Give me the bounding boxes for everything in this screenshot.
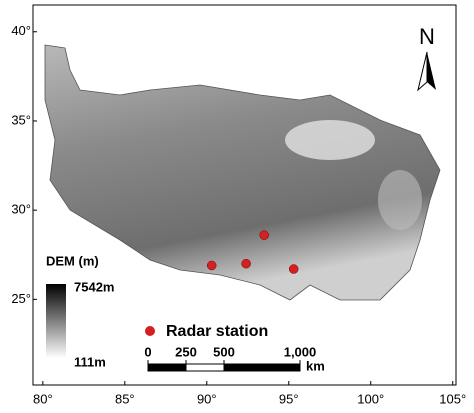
scale-segment	[223, 363, 301, 372]
scale-label: 500	[213, 344, 235, 359]
dem-title: DEM (m)	[46, 253, 99, 268]
x-tick-label: 105°	[439, 391, 466, 406]
scale-segment	[185, 363, 225, 372]
x-tick-label: 95°	[279, 391, 299, 406]
x-tick-label: 80°	[33, 391, 53, 406]
radar-station	[259, 230, 269, 240]
scale-label: 250	[175, 344, 197, 359]
scale-segment	[147, 363, 187, 372]
radar-station	[241, 258, 251, 269]
scale-unit: km	[306, 358, 325, 373]
scale-label: 0	[144, 344, 151, 359]
y-tick-label: 25°	[11, 291, 31, 306]
terrain-highlight	[378, 170, 422, 230]
x-tick-label: 100°	[357, 391, 384, 406]
dem-min-label: 111m	[74, 354, 106, 369]
legend-station-marker	[145, 326, 155, 336]
radar-station	[206, 260, 217, 271]
basin-highlight	[285, 120, 375, 160]
y-tick-label: 35°	[11, 112, 31, 127]
north-arrow-right	[427, 52, 436, 90]
radar-station	[288, 264, 299, 274]
dem-ramp	[46, 284, 66, 358]
x-tick-label: 90°	[197, 391, 217, 406]
legend-station-label: Radar station	[166, 323, 268, 340]
plateau-dem	[44, 44, 441, 301]
scale-label: 1,000	[284, 344, 317, 359]
y-tick-label: 30°	[11, 202, 31, 217]
north-label: N	[419, 24, 435, 49]
dem-max-label: 7542m	[74, 279, 114, 294]
x-tick-label: 85°	[115, 391, 135, 406]
y-tick-label: 40°	[11, 23, 31, 38]
